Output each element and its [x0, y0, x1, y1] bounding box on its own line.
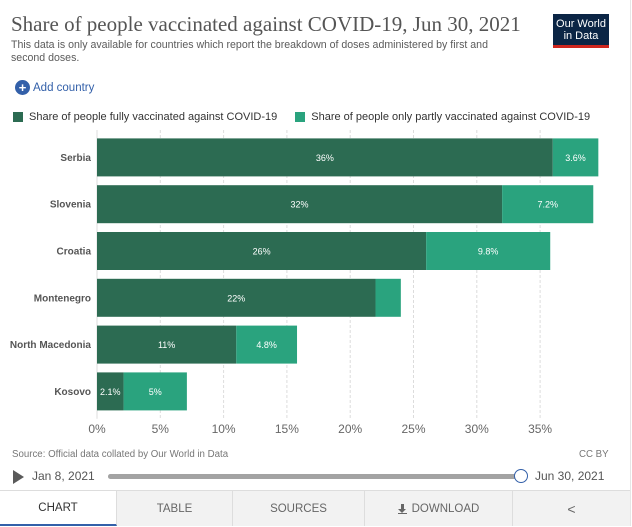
- x-tick-label: 10%: [212, 422, 236, 436]
- timeline-track[interactable]: [108, 469, 528, 483]
- data-label: 7.2%: [537, 200, 558, 210]
- chart-title: Share of people vaccinated against COVID…: [11, 12, 521, 36]
- timeline-fill: [108, 474, 521, 479]
- x-tick-label: 30%: [465, 422, 489, 436]
- share-button[interactable]: <: [513, 491, 630, 526]
- add-country-label: Add country: [33, 81, 95, 94]
- tab-sources[interactable]: SOURCES: [233, 491, 365, 526]
- legend-label-fully: Share of people fully vaccinated against…: [29, 111, 278, 123]
- play-icon[interactable]: [13, 470, 24, 484]
- legend: Share of people fully vaccinated against…: [13, 111, 608, 123]
- tab-sources-label: SOURCES: [270, 502, 327, 515]
- add-country-button[interactable]: + Add country: [15, 80, 94, 95]
- bar-fully: [97, 372, 124, 411]
- tab-chart-label: CHART: [38, 501, 78, 514]
- bar-partly: [426, 232, 551, 270]
- bar-partly: [123, 372, 187, 411]
- category-label: Montenegro: [34, 293, 91, 304]
- category-label: Slovenia: [50, 200, 92, 211]
- x-tick-label: 15%: [275, 422, 299, 436]
- share-icon: <: [567, 500, 576, 517]
- data-label: 26%: [253, 247, 271, 257]
- category-label: Croatia: [57, 247, 92, 258]
- bar-partly: [502, 185, 594, 224]
- data-label: 22%: [227, 293, 245, 303]
- tab-bar: CHART TABLE SOURCES DOWNLOAD <: [0, 490, 630, 526]
- legend-swatch-partly: [295, 112, 306, 122]
- bar-fully: [97, 138, 553, 177]
- timeline: Jan 8, 2021 Jun 30, 2021: [0, 464, 630, 490]
- bar-fully: [97, 278, 376, 317]
- data-label: 5%: [149, 387, 162, 397]
- legend-item-fully[interactable]: Share of people fully vaccinated against…: [13, 111, 277, 123]
- bar-chart: 0% 5% 10% 15% 20% 25% 30% 35% Serbia 36% 3.6% Slove…: [10, 130, 599, 436]
- legend-label-partly: Share of people only partly vaccinated a…: [311, 111, 591, 123]
- logo-line-2: in Data: [563, 30, 599, 42]
- x-tick-label: 20%: [338, 422, 362, 436]
- source-note: Source: Official data collated by Our Wo…: [12, 449, 229, 460]
- tab-download[interactable]: DOWNLOAD: [365, 491, 513, 526]
- data-label: 36%: [316, 153, 334, 163]
- tab-table-label: TABLE: [156, 502, 193, 515]
- data-label: 11%: [158, 340, 175, 350]
- data-label: 3.6%: [565, 153, 586, 163]
- timeline-end-date[interactable]: Jun 30, 2021: [535, 469, 605, 483]
- category-label: Serbia: [60, 153, 91, 164]
- category-label: North Macedonia: [10, 340, 92, 351]
- bar-fully: [97, 185, 503, 224]
- timeline-start-date[interactable]: Jan 8, 2021: [32, 469, 95, 483]
- chart-subtitle: This data is only available for countrie…: [11, 39, 488, 64]
- x-tick-label: 5%: [152, 422, 170, 436]
- owid-logo[interactable]: Our World in Data: [553, 14, 609, 48]
- category-label: Kosovo: [54, 387, 91, 398]
- bar-partly: [552, 138, 599, 177]
- legend-item-partly[interactable]: Share of people only partly vaccinated a…: [295, 111, 590, 123]
- tab-download-label: DOWNLOAD: [411, 502, 480, 515]
- x-tick-label: 0%: [88, 422, 106, 436]
- tab-table[interactable]: TABLE: [117, 491, 233, 526]
- data-label: 2.1%: [100, 387, 121, 397]
- tab-chart[interactable]: CHART: [0, 491, 117, 526]
- data-label: 4.8%: [256, 340, 277, 350]
- plus-icon: +: [15, 80, 30, 95]
- timeline-handle[interactable]: [514, 469, 528, 483]
- download-icon: [397, 503, 407, 514]
- license-link[interactable]: CC BY: [579, 449, 609, 460]
- logo-line-1: Our World: [556, 18, 606, 30]
- bar-fully: [97, 232, 427, 270]
- bar-fully: [97, 325, 237, 364]
- data-label: 32%: [291, 200, 309, 210]
- x-tick-label: 35%: [528, 422, 552, 436]
- bar-partly: [236, 325, 298, 364]
- legend-swatch-fully: [13, 112, 23, 122]
- data-label: 9.8%: [478, 247, 499, 257]
- bar-partly: [375, 278, 401, 317]
- x-tick-label: 25%: [401, 422, 425, 436]
